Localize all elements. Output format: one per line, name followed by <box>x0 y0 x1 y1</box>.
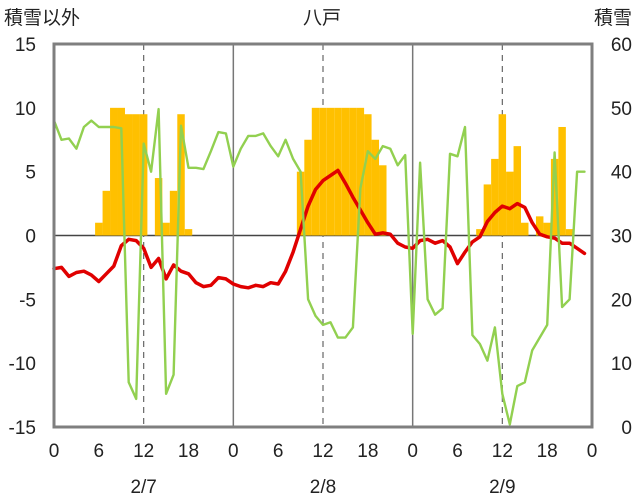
snow-bar <box>476 229 484 236</box>
date-label: 2/9 <box>489 477 515 498</box>
snow-bar <box>558 126 566 236</box>
snow-bar <box>513 146 522 236</box>
snow-bar <box>535 216 544 236</box>
snow-bar <box>498 114 507 236</box>
snow-bar <box>364 114 372 236</box>
date-label: 2/8 <box>310 477 336 498</box>
snow-bar <box>95 222 103 236</box>
snow-bar <box>341 107 350 236</box>
y-right-tick-label: 0 <box>621 418 632 439</box>
snow-bar <box>184 229 193 236</box>
plot-border <box>52 42 594 429</box>
snow-bar <box>154 178 163 236</box>
snow-bar <box>132 114 140 236</box>
y-left-tick-label: 0 <box>25 227 36 248</box>
snow-bar <box>311 107 320 236</box>
x-tick-label: 0 <box>49 441 60 462</box>
snow-bar <box>371 139 380 236</box>
y-left-tick-label: -15 <box>9 418 36 439</box>
snow-bar <box>177 114 185 236</box>
x-tick-label: 0 <box>228 441 239 462</box>
snow-bar <box>326 107 335 236</box>
y-left-tick-label: 10 <box>15 99 36 120</box>
snow-bar <box>379 165 387 236</box>
snow-bar <box>319 107 327 236</box>
y-right-tick-label: 60 <box>611 35 632 56</box>
y-right-tick-label: 10 <box>611 354 632 375</box>
series-line-2 <box>52 107 586 426</box>
plot-frame-layer <box>52 42 594 429</box>
x-tick-label: 6 <box>94 441 105 462</box>
snow-bar <box>162 222 170 236</box>
snow-bar <box>124 114 133 236</box>
x-tick-label: 0 <box>587 441 598 462</box>
x-tick-label: 12 <box>133 441 154 462</box>
y-right-tick-label: 30 <box>611 227 632 248</box>
x-tick-label: 12 <box>492 441 513 462</box>
snow-bars-layer <box>95 107 574 236</box>
snow-bar <box>491 158 499 236</box>
snow-bar <box>102 190 111 236</box>
snow-bar <box>296 171 305 236</box>
snow-bar <box>543 222 551 236</box>
y-right-tick-label: 50 <box>611 99 632 120</box>
x-tick-label: 18 <box>537 441 558 462</box>
series-line-1 <box>52 168 587 290</box>
y-left-tick-label: -5 <box>19 290 36 311</box>
chart-title: 八戸 <box>303 7 341 29</box>
x-tick-label: 18 <box>357 441 378 462</box>
snow-bar <box>349 107 357 236</box>
snow-bar <box>506 171 514 236</box>
snow-bar <box>356 107 365 236</box>
x-tick-label: 18 <box>178 441 199 462</box>
x-tick-label: 0 <box>407 441 418 462</box>
snow-bar <box>483 184 492 236</box>
y-axis-right-label: 積雪 <box>594 7 632 29</box>
snow-bar <box>110 107 118 236</box>
snow-bar <box>565 229 574 236</box>
date-label: 2/7 <box>130 477 156 498</box>
y-axis-left-label: 積雪以外 <box>4 7 80 29</box>
y-left-tick-label: -10 <box>9 354 36 375</box>
x-tick-label: 6 <box>452 441 463 462</box>
x-tick-label: 6 <box>273 441 284 462</box>
snow-bar <box>521 222 529 236</box>
y-left-tick-label: 5 <box>25 163 36 184</box>
x-tick-label: 12 <box>312 441 333 462</box>
y-right-tick-label: 20 <box>611 290 632 311</box>
y-left-tick-label: 15 <box>15 35 36 56</box>
snow-bar <box>550 158 559 236</box>
snow-bar <box>117 107 125 236</box>
snow-bar <box>304 139 312 236</box>
y-right-tick-label: 40 <box>611 163 632 184</box>
snow-bar <box>169 190 178 236</box>
